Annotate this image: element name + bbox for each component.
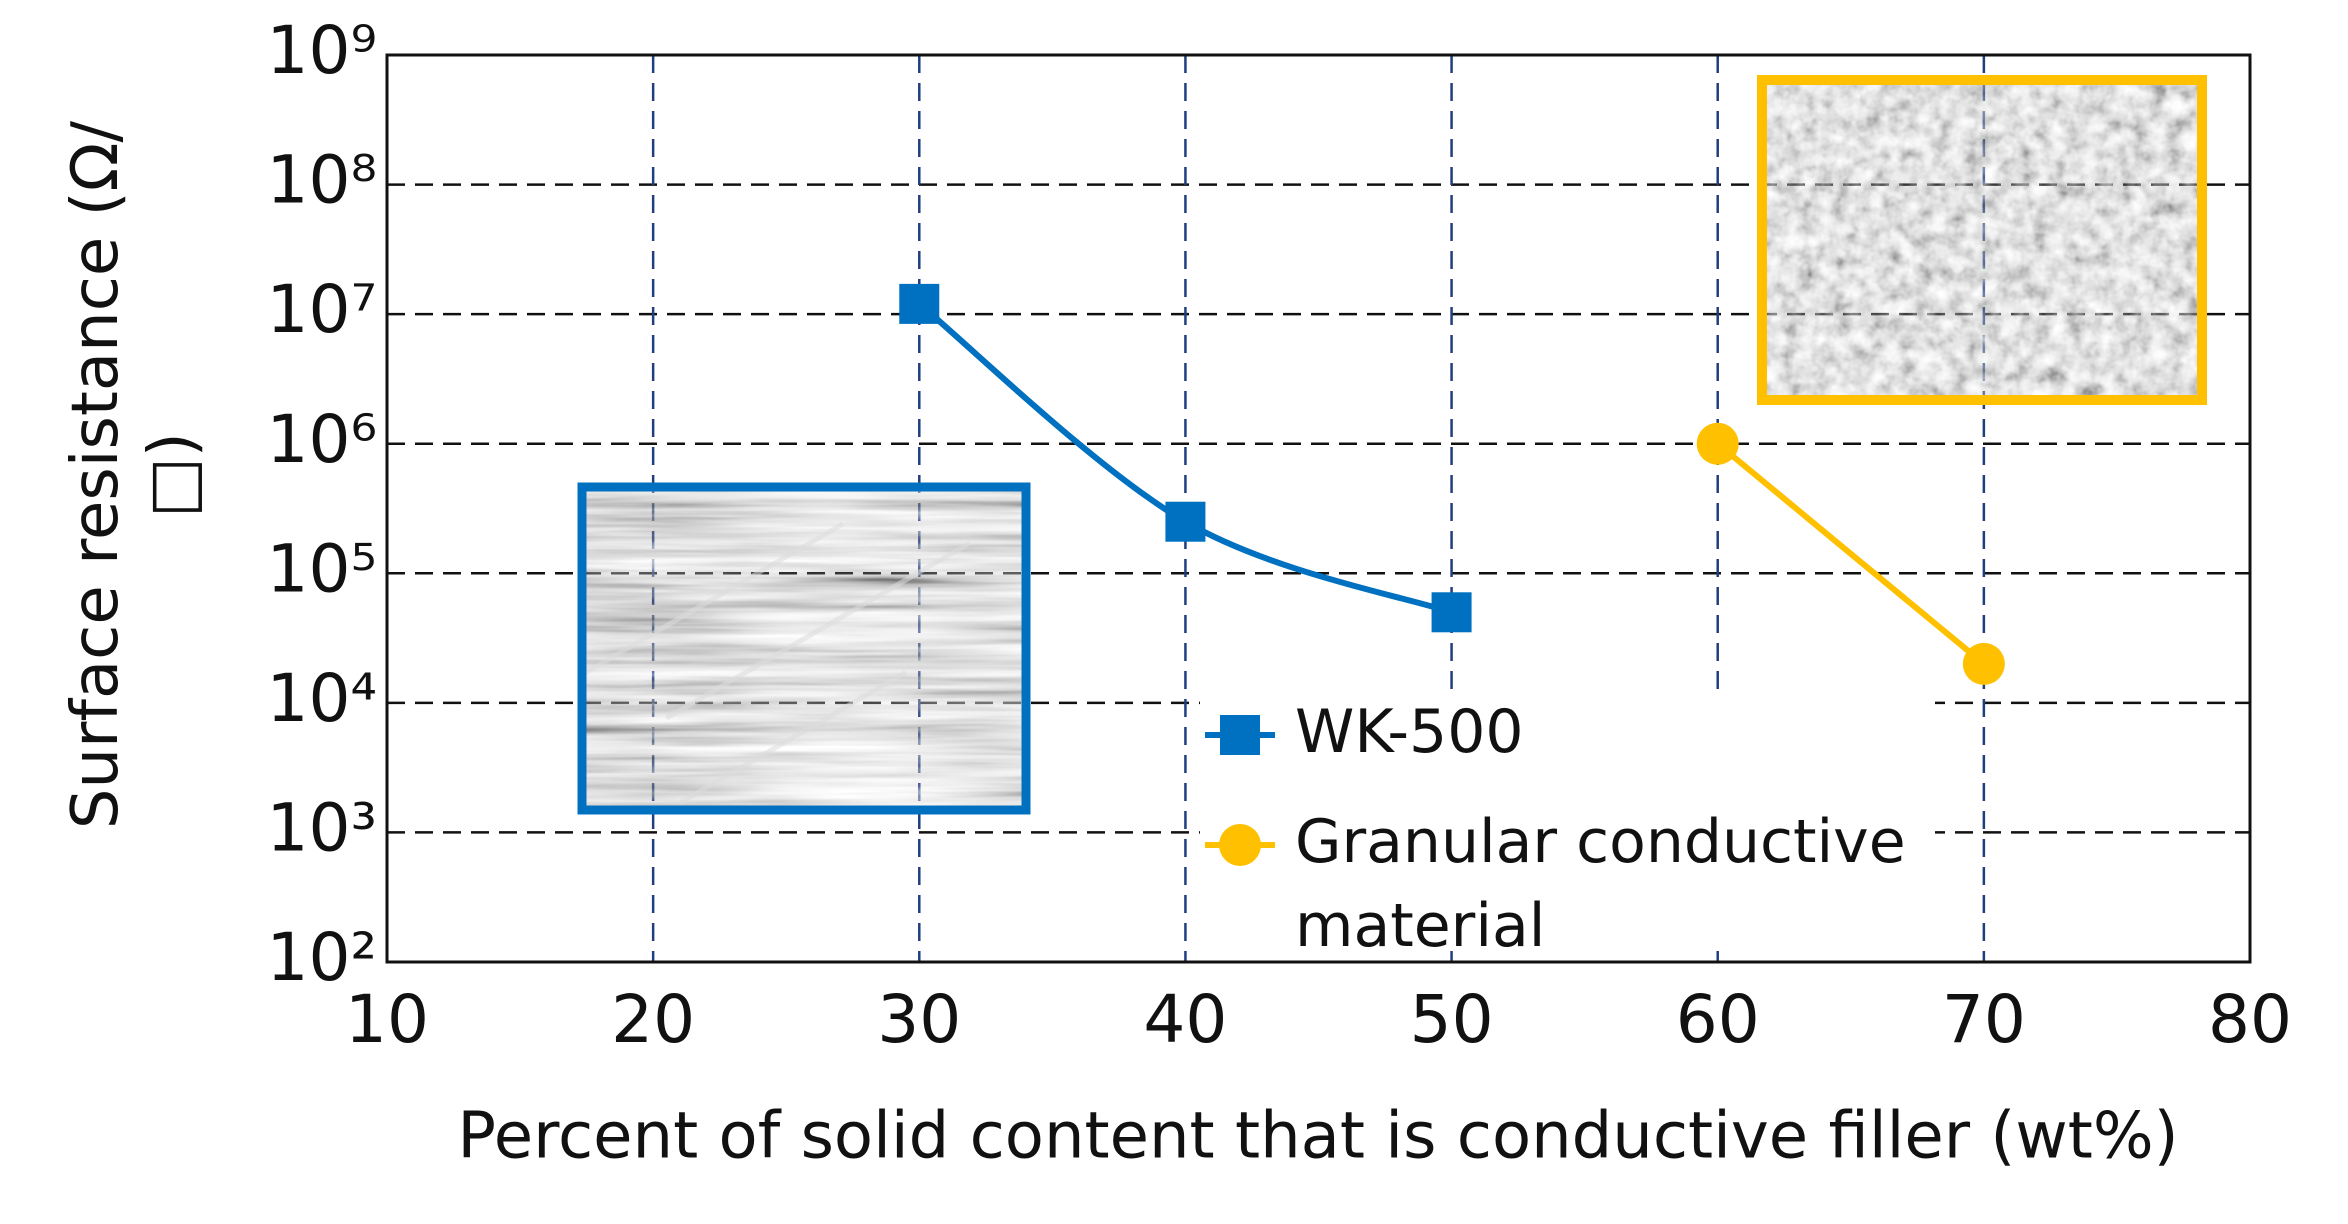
legend-label: WK-500	[1295, 697, 1524, 767]
plot: 10² 10³ 10⁴ 10⁵ 10⁶ 10⁷ 10⁸ 10⁹ 10 20 30 40 50 60 70 80…	[267, 12, 2292, 1058]
y-tick-label: 10²	[267, 919, 377, 996]
x-axis-title: Percent of solid content that is conduct…	[457, 1100, 2178, 1174]
data-point	[1962, 642, 2005, 685]
legend-marker	[1219, 824, 1261, 866]
legend-background	[1200, 690, 1935, 945]
y-tick-label: 10⁵	[267, 530, 377, 607]
y-tick-label: 10⁶	[267, 401, 377, 478]
legend-label: Granular conductive material	[1295, 807, 1906, 961]
y-tick-label: 10⁷	[267, 271, 377, 348]
legend-marker	[1220, 715, 1260, 755]
legend-entry: Granular conductive material	[1205, 807, 1906, 961]
data-point	[1165, 501, 1206, 542]
x-tick-label: 60	[1676, 981, 1760, 1058]
inset-frame	[577, 482, 1031, 815]
y-tick-label: 10⁴	[267, 660, 377, 737]
legend-label-box: Granular conductive material	[1295, 807, 1906, 961]
x-tick-label: 40	[1143, 981, 1227, 1058]
x-tick-label: 30	[877, 981, 961, 1058]
legend-label-box: WK-500	[1295, 697, 1524, 767]
plot-frame	[385, 53, 2252, 964]
y-tick-label: 10³	[267, 789, 377, 866]
x-tick-label: 50	[1410, 981, 1494, 1058]
x-tick-label: 10	[345, 981, 429, 1058]
data-point	[899, 283, 940, 324]
series-line	[1715, 441, 1986, 667]
insets	[577, 75, 2207, 815]
inset-image	[1762, 80, 2202, 400]
inset-image	[582, 487, 1026, 810]
y-axis-title: Surface resistance (Ω/□)	[59, 120, 210, 830]
x-tick-label: 70	[1942, 981, 2026, 1058]
y-axis-title-box: Surface resistance (Ω/□)	[59, 120, 210, 830]
inset-frame	[1757, 75, 2207, 405]
x-tick-label: 20	[611, 981, 695, 1058]
y-tick-label: 10⁸	[267, 142, 377, 219]
legend-entry: WK-500	[1205, 697, 1524, 767]
x-tick-label: 80	[2208, 981, 2292, 1058]
inset-fibers	[582, 521, 971, 805]
data-point	[1696, 422, 1739, 465]
data-point	[1431, 592, 1472, 633]
y-tick-label: 10⁹	[267, 12, 377, 89]
